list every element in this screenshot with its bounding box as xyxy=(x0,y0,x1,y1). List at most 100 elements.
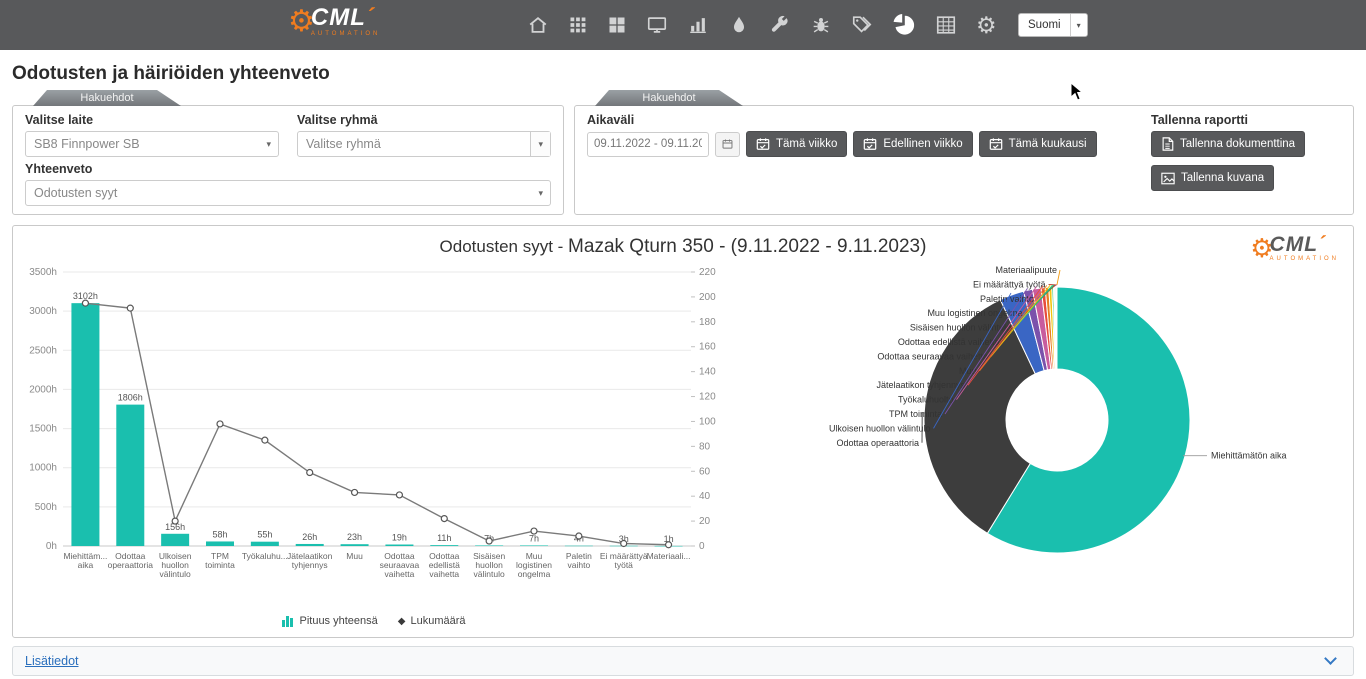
svg-text:Miehittäm...aika: Miehittäm... aika xyxy=(63,551,107,570)
svg-text:160: 160 xyxy=(699,342,716,353)
svg-text:19h: 19h xyxy=(392,533,407,543)
svg-text:Miehittämätön aika: Miehittämätön aika xyxy=(1211,451,1287,461)
legend-bar-series[interactable]: Pituus yhteensä xyxy=(282,615,378,627)
svg-text:23h: 23h xyxy=(347,532,362,542)
svg-text:140: 140 xyxy=(699,367,716,378)
cml-logo[interactable]: ⚙ CML´ AUTOMATION xyxy=(288,4,380,38)
svg-text:Työkaluhuolto: Työkaluhuolto xyxy=(898,395,954,405)
svg-text:2500h: 2500h xyxy=(29,345,57,356)
legend-line-series[interactable]: ◆ Lukumäärä xyxy=(397,615,466,627)
chevron-down-icon[interactable]: ▾ xyxy=(530,132,550,156)
modules-icon[interactable] xyxy=(607,15,627,35)
summary-select[interactable]: Odotusten syyt ▾ xyxy=(25,180,551,206)
svg-text:3h: 3h xyxy=(619,534,629,544)
line-series-icon: ◆ xyxy=(397,616,406,627)
gear-logo-icon: ⚙ xyxy=(288,4,315,38)
filters-row: Hakuehdot Valitse laite SB8 Finnpower SB… xyxy=(12,105,1354,215)
page-title: Odotusten ja häiriöiden yhteenveto xyxy=(12,63,330,84)
svg-text:100: 100 xyxy=(699,416,716,427)
spreadsheet-icon[interactable] xyxy=(935,14,957,36)
svg-text:Jätelaatikon tyhjennys: Jätelaatikon tyhjennys xyxy=(876,380,965,390)
home-icon[interactable] xyxy=(527,14,549,36)
this-month-button[interactable]: Tämä kuukausi xyxy=(978,131,1097,157)
svg-text:156h: 156h xyxy=(165,522,185,532)
save-image-button[interactable]: Tallenna kuvana xyxy=(1151,165,1275,191)
svg-text:3102h: 3102h xyxy=(73,291,98,301)
svg-text:58h: 58h xyxy=(212,529,227,539)
svg-text:Työkaluhu...: Työkaluhu... xyxy=(242,551,288,561)
apps-grid-icon[interactable] xyxy=(568,15,588,35)
chevron-down-icon[interactable] xyxy=(1324,652,1337,665)
svg-text:120: 120 xyxy=(699,392,716,403)
svg-text:80: 80 xyxy=(699,441,711,452)
calendar-icon xyxy=(756,138,770,150)
svg-text:Materiaali...: Materiaali... xyxy=(647,551,691,561)
device-filter-panel: Hakuehdot Valitse laite SB8 Finnpower SB… xyxy=(12,105,564,215)
svg-text:Paletin vaihto: Paletin vaihto xyxy=(980,294,1034,304)
pie-chart-icon[interactable] xyxy=(892,13,916,37)
settings-gear-icon[interactable]: ⚙ xyxy=(976,11,997,38)
save-document-button[interactable]: Tallenna dokumenttina xyxy=(1151,131,1306,157)
summary-select-label: Yhteenveto xyxy=(25,162,93,176)
mouse-cursor xyxy=(1070,82,1084,101)
logo-text: CML´ xyxy=(310,4,375,31)
svg-text:3000h: 3000h xyxy=(29,306,57,317)
wrench-icon[interactable] xyxy=(769,14,791,36)
svg-text:200: 200 xyxy=(699,292,716,303)
device-select[interactable]: SB8 Finnpower SB ▾ xyxy=(25,131,279,157)
svg-text:500h: 500h xyxy=(35,502,57,513)
group-select-label: Valitse ryhmä xyxy=(297,113,378,127)
calendar-icon xyxy=(989,138,1002,150)
gear-logo-icon: ⚙ xyxy=(1250,233,1274,263)
save-report-label: Tallenna raportti xyxy=(1151,113,1249,127)
svg-text:1500h: 1500h xyxy=(29,424,57,435)
calendar-picker-button[interactable] xyxy=(715,131,740,157)
details-link[interactable]: Lisätiedot xyxy=(25,654,79,668)
nav-icons: ⚙ xyxy=(527,0,997,50)
svg-text:3500h: 3500h xyxy=(29,267,57,278)
chart-title: Odotusten syyt - Mazak Qturn 350 - (9.11… xyxy=(439,236,927,257)
previous-week-button[interactable]: Edellinen viikko xyxy=(853,131,973,157)
svg-text:7h: 7h xyxy=(529,533,539,543)
droplet-icon[interactable] xyxy=(728,14,750,36)
svg-text:Sisäisen huollon välintulo: Sisäisen huollon välintulo xyxy=(910,323,1011,333)
calendar-icon xyxy=(864,138,877,150)
group-select[interactable]: Valitse ryhmä ▾ xyxy=(297,131,551,157)
monitor-icon[interactable] xyxy=(646,14,668,36)
svg-text:Muu: Muu xyxy=(346,551,363,561)
tags-icon[interactable] xyxy=(851,14,873,36)
svg-text:180: 180 xyxy=(699,317,716,328)
svg-text:220: 220 xyxy=(699,267,716,278)
date-range-label: Aikaväli xyxy=(587,113,635,127)
language-selector[interactable]: Suomi ▾ xyxy=(1018,13,1088,37)
svg-text:0: 0 xyxy=(699,541,705,552)
filter-tab: Hakuehdot xyxy=(595,90,743,106)
svg-text:2000h: 2000h xyxy=(29,384,57,395)
svg-text:Muu logistinen ongelma: Muu logistinen ongelma xyxy=(927,308,1022,318)
bar-series-icon xyxy=(282,616,294,627)
svg-text:55h: 55h xyxy=(257,530,272,540)
svg-text:Materiaalipuute: Materiaalipuute xyxy=(995,265,1057,275)
svg-text:Odottaa edellistä vaihetta: Odottaa edellistä vaihetta xyxy=(898,337,1000,347)
bar-chart-icon[interactable] xyxy=(687,14,709,36)
time-filter-panel: Hakuehdot Aikaväli Tämä viikko Edellinen… xyxy=(574,105,1354,215)
details-bar[interactable]: Lisätiedot xyxy=(12,646,1354,676)
filter-tab: Hakuehdot xyxy=(33,90,181,106)
bug-icon[interactable] xyxy=(810,14,832,36)
this-week-button[interactable]: Tämä viikko xyxy=(746,131,848,157)
donut-chart: Materiaalipuute Ei määrättyä työtä Paletin… xyxy=(727,258,1345,635)
top-navbar: ⚙ CML´ AUTOMATION ⚙ Suomi ▾ xyxy=(0,0,1366,50)
chevron-down-icon: ▾ xyxy=(538,187,543,198)
chevron-down-icon[interactable]: ▾ xyxy=(1069,14,1087,36)
date-range-input[interactable] xyxy=(587,131,709,157)
charts-row: 0h 500h 1000h 1500h 2000h 2500h 3000h 3500h 0 20 4… xyxy=(21,258,1345,635)
cml-logo-watermark: ⚙ CML´ AUTOMATION xyxy=(1250,233,1339,263)
svg-text:Ei määrättyä työtä: Ei määrättyä työtä xyxy=(973,279,1046,289)
device-select-label: Valitse laite xyxy=(25,113,94,127)
